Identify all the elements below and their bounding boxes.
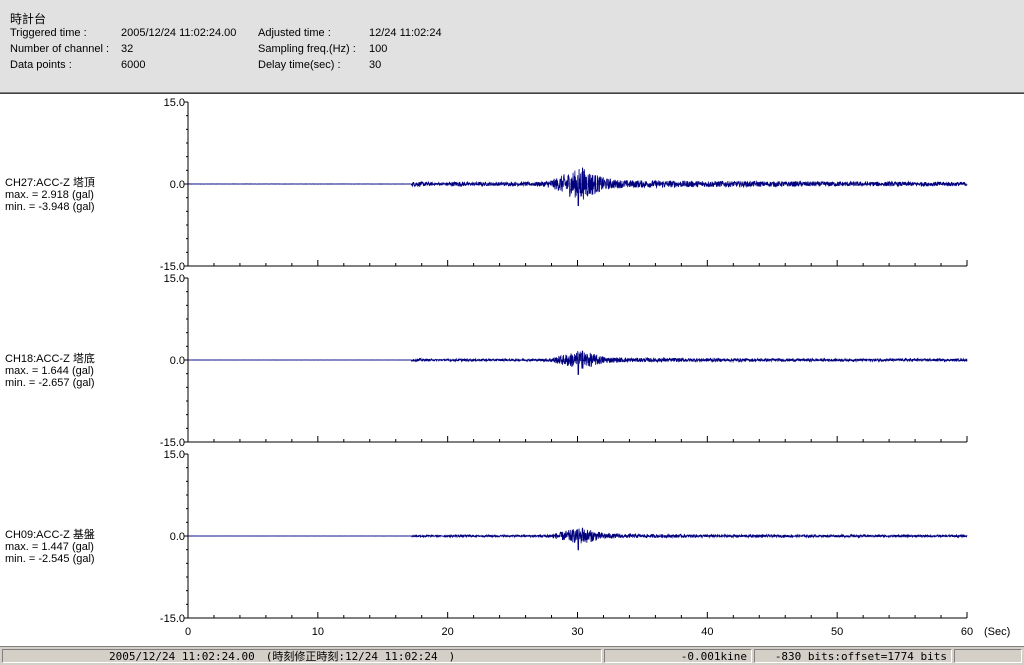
- y-tick-label: -15.0: [160, 261, 185, 273]
- x-tick-label: 50: [831, 626, 843, 638]
- channel-name: CH09:ACC-Z 基盤: [5, 529, 95, 541]
- station-title: 時計台: [10, 12, 47, 26]
- data-points-label: Data points :: [10, 59, 72, 71]
- adjusted-time-value: 12/24 11:02:24: [369, 27, 442, 39]
- y-tick-label: 0.0: [170, 355, 185, 367]
- sampling-freq-label: Sampling freq.(Hz) :: [258, 43, 356, 55]
- status-bits: -830 bits:offset=1774 bits: [754, 649, 952, 663]
- y-tick-label: 0.0: [170, 531, 185, 543]
- channel-count-value: 32: [121, 43, 134, 55]
- channel-count-label: Number of channel :: [10, 43, 110, 55]
- channel-min: min. = -2.657 (gal): [5, 377, 95, 389]
- status-velocity: -0.001kine: [604, 649, 752, 663]
- waveform-plots: 15.00.0-15.015.00.0-15.015.00.0-15.00 10 2…: [160, 97, 1010, 638]
- status-extra: [954, 649, 1022, 663]
- channel-max: max. = 1.644 (gal): [5, 365, 94, 377]
- delay-time-value: 30: [369, 59, 382, 71]
- channel-min: min. = -3.948 (gal): [5, 201, 95, 213]
- x-tick-label: 20: [442, 626, 454, 638]
- triggered-time-value: 2005/12/24 11:02:24.00: [121, 27, 237, 39]
- x-tick-label: 0: [185, 626, 191, 638]
- y-tick-label: 15.0: [164, 273, 185, 285]
- channel-name: CH18:ACC-Z 塔底: [5, 353, 95, 365]
- x-tick-label: 30: [571, 626, 583, 638]
- y-tick-label: 0.0: [170, 179, 185, 191]
- y-tick-label: 15.0: [164, 97, 185, 109]
- x-axis-unit: (Sec): [984, 626, 1010, 638]
- waveform-trace: [188, 350, 968, 375]
- triggered-time-label: Triggered time :: [10, 27, 87, 39]
- channel-max: max. = 2.918 (gal): [5, 189, 94, 201]
- data-points-value: 6000: [121, 59, 146, 71]
- x-tick-label: 40: [701, 626, 713, 638]
- y-tick-label: -15.0: [160, 437, 185, 449]
- waveform-trace: [187, 527, 968, 551]
- sampling-freq-value: 100: [369, 43, 388, 55]
- x-tick-label: 60: [961, 626, 973, 638]
- channel-label-ch09: CH09:ACC-Z 基盤 max. = 1.447 (gal) min. = …: [5, 529, 95, 565]
- channel-max: max. = 1.447 (gal): [5, 541, 94, 553]
- y-tick-label: 15.0: [164, 449, 185, 461]
- status-bar: 2005/12/24 11:02:24.00 (時刻修正時刻:12/24 11:…: [0, 646, 1024, 665]
- y-tick-label: -15.0: [160, 613, 185, 625]
- waveform-plot-area[interactable]: 15.0 0.0 -15.0 15.0 0.0 -15.0 15.0 0.0 -15.0 0 10 2…: [0, 93, 1024, 647]
- channel-label-ch18: CH18:ACC-Z 塔底 max. = 1.644 (gal) min. = …: [5, 353, 95, 389]
- delay-time-label: Delay time(sec) :: [258, 59, 341, 71]
- x-tick-label: 10: [312, 626, 324, 638]
- channel-min: min. = -2.545 (gal): [5, 553, 95, 565]
- adjusted-time-label: Adjusted time :: [258, 27, 331, 39]
- channel-name: CH27:ACC-Z 塔頂: [5, 177, 95, 189]
- channel-label-ch27: CH27:ACC-Z 塔頂 max. = 2.918 (gal) min. = …: [5, 177, 95, 213]
- waveform-trace: [187, 167, 968, 206]
- info-header: 時計台 Triggered time : 2005/12/24 11:02:24…: [0, 0, 1024, 93]
- status-time: 2005/12/24 11:02:24.00 (時刻修正時刻:12/24 11:…: [2, 649, 602, 663]
